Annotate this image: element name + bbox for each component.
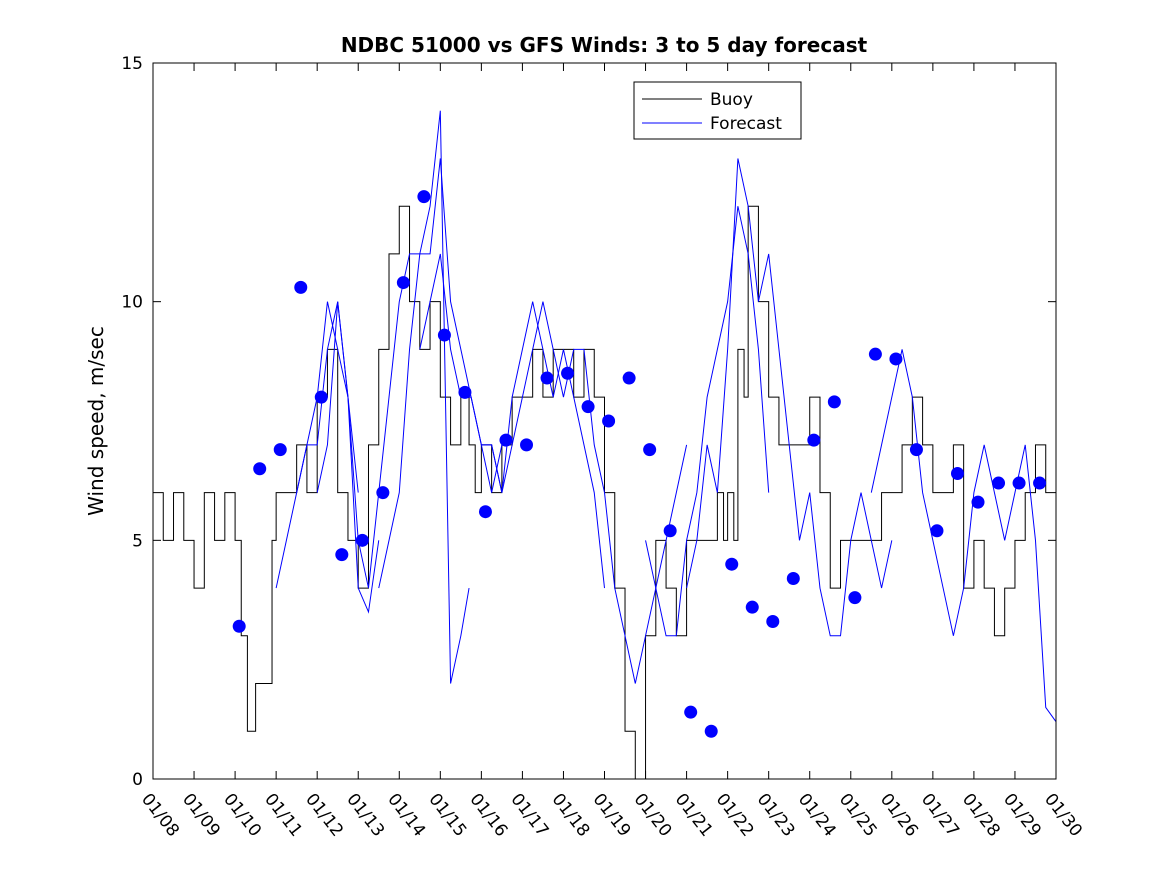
legend-forecast-label: Forecast: [710, 114, 782, 134]
forecast-point: [396, 276, 410, 290]
forecast-point: [376, 486, 390, 500]
forecast-point: [745, 600, 759, 614]
y-tick-label: 10: [121, 293, 143, 313]
forecast-point: [581, 400, 595, 414]
forecast-point: [684, 705, 698, 719]
legend: Buoy Forecast: [633, 81, 802, 140]
forecast-point: [848, 591, 862, 605]
legend-buoy-label: Buoy: [710, 90, 753, 110]
forecast-point: [704, 724, 718, 738]
forecast-point: [1033, 476, 1047, 490]
forecast-point: [725, 557, 739, 571]
forecast-point: [314, 390, 328, 404]
y-axis-ticks: 0 5 10 15: [121, 54, 1056, 790]
forecast-markers-layer: [232, 190, 1047, 738]
forecast-line-6: [481, 301, 605, 589]
forecast-point: [355, 533, 369, 547]
forecast-point: [602, 414, 616, 428]
forecast-point: [232, 619, 246, 633]
forecast-point: [458, 385, 472, 399]
forecast-point: [294, 280, 308, 294]
forecast-line-3: [316, 110, 470, 684]
legend-box: [633, 81, 802, 140]
forecast-point: [786, 572, 800, 586]
forecast-point: [478, 505, 492, 519]
chart-title: NDBC 51000 vs GFS Winds: 3 to 5 day fore…: [341, 33, 868, 57]
forecast-line-8: [645, 206, 770, 637]
forecast-point: [540, 371, 554, 385]
y-tick-label: 5: [132, 531, 143, 551]
forecast-line-10: [870, 349, 1057, 723]
forecast-point: [889, 352, 903, 366]
forecast-point: [663, 524, 677, 538]
y-tick-label: 15: [121, 54, 143, 74]
forecast-point: [273, 443, 287, 457]
forecast-point: [520, 438, 534, 452]
forecast-point: [622, 371, 636, 385]
forecast-point: [766, 614, 780, 628]
forecast-point: [807, 433, 821, 447]
y-tick-label: 0: [132, 770, 143, 790]
forecast-point: [417, 190, 431, 204]
forecast-point: [335, 548, 349, 562]
forecast-point: [971, 495, 985, 509]
forecast-point: [868, 347, 882, 361]
forecast-point: [950, 467, 964, 481]
forecast-point: [253, 462, 267, 476]
forecast-point: [992, 476, 1006, 490]
forecast-point: [930, 524, 944, 538]
forecast-point: [561, 366, 575, 380]
forecast-point: [437, 328, 451, 342]
forecast-point: [499, 433, 513, 447]
forecast-point: [909, 443, 923, 457]
y-axis-label: Wind speed, m/sec: [84, 326, 108, 516]
forecast-line-7: [562, 348, 688, 684]
forecast-point: [827, 395, 841, 409]
forecast-line-9: [686, 158, 893, 637]
forecast-series-layer: [275, 110, 1057, 723]
forecast-point: [643, 443, 657, 457]
forecast-point: [1012, 476, 1026, 490]
